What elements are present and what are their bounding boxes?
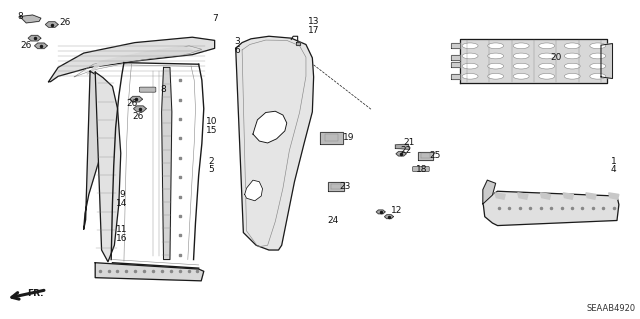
Polygon shape [418, 152, 433, 160]
Ellipse shape [564, 53, 580, 59]
Ellipse shape [564, 63, 580, 69]
Text: 9: 9 [119, 190, 125, 199]
Ellipse shape [488, 63, 504, 69]
Polygon shape [461, 39, 607, 83]
Text: 6: 6 [234, 46, 240, 56]
Ellipse shape [488, 43, 504, 49]
Ellipse shape [564, 73, 580, 79]
Polygon shape [451, 55, 461, 60]
Polygon shape [495, 193, 505, 199]
Text: 10: 10 [205, 117, 217, 126]
Text: 15: 15 [205, 126, 217, 135]
Text: 2: 2 [209, 157, 214, 166]
Ellipse shape [462, 43, 478, 49]
Polygon shape [84, 71, 108, 229]
Polygon shape [483, 180, 495, 204]
Text: 19: 19 [343, 133, 355, 142]
Text: 20: 20 [550, 53, 562, 62]
Polygon shape [35, 43, 47, 48]
Text: 14: 14 [116, 199, 128, 208]
Ellipse shape [513, 53, 529, 59]
Ellipse shape [462, 63, 478, 69]
Text: 11: 11 [116, 225, 128, 234]
Text: 3: 3 [234, 38, 240, 47]
Ellipse shape [539, 73, 555, 79]
Polygon shape [483, 191, 619, 226]
Ellipse shape [513, 63, 529, 69]
Polygon shape [253, 111, 287, 143]
Polygon shape [451, 74, 461, 79]
Ellipse shape [590, 63, 606, 69]
Polygon shape [320, 132, 343, 144]
Polygon shape [563, 193, 573, 199]
Text: 8: 8 [17, 12, 23, 21]
Ellipse shape [590, 73, 606, 79]
Text: 26: 26 [132, 112, 144, 121]
Text: 5: 5 [209, 166, 214, 174]
Polygon shape [586, 193, 596, 199]
Text: 26: 26 [59, 19, 70, 27]
Polygon shape [376, 210, 385, 214]
Text: 12: 12 [391, 206, 403, 215]
Text: FR.: FR. [28, 289, 44, 298]
Text: 26: 26 [126, 100, 138, 108]
Ellipse shape [539, 43, 555, 49]
Polygon shape [518, 193, 528, 199]
Ellipse shape [564, 43, 580, 49]
Polygon shape [20, 15, 41, 23]
FancyBboxPatch shape [413, 167, 429, 172]
Polygon shape [296, 42, 300, 45]
Text: 22: 22 [401, 146, 412, 155]
FancyBboxPatch shape [140, 87, 156, 92]
Polygon shape [609, 193, 619, 199]
Text: 4: 4 [611, 166, 616, 174]
Text: 8: 8 [161, 85, 166, 94]
Text: 25: 25 [429, 151, 440, 160]
Ellipse shape [488, 73, 504, 79]
Text: 21: 21 [404, 137, 415, 146]
Text: 16: 16 [116, 234, 128, 243]
Polygon shape [28, 35, 41, 41]
Text: 18: 18 [417, 165, 428, 174]
Text: 17: 17 [308, 26, 319, 35]
Ellipse shape [513, 43, 529, 49]
Polygon shape [49, 37, 214, 82]
Ellipse shape [488, 53, 504, 59]
Text: 1: 1 [611, 157, 616, 166]
Ellipse shape [539, 63, 555, 69]
Polygon shape [396, 144, 410, 149]
Polygon shape [396, 152, 406, 156]
Polygon shape [601, 44, 612, 78]
Polygon shape [134, 106, 147, 111]
Polygon shape [95, 72, 121, 262]
Polygon shape [95, 263, 204, 281]
Ellipse shape [462, 53, 478, 59]
Text: SEAAB4920: SEAAB4920 [587, 304, 636, 313]
Polygon shape [328, 182, 344, 191]
Ellipse shape [590, 53, 606, 59]
Polygon shape [87, 47, 192, 74]
Polygon shape [162, 67, 172, 260]
Polygon shape [45, 22, 58, 27]
Polygon shape [540, 193, 550, 199]
Polygon shape [236, 36, 314, 250]
Ellipse shape [539, 53, 555, 59]
Ellipse shape [590, 43, 606, 49]
Text: 13: 13 [308, 17, 319, 26]
Text: 26: 26 [20, 41, 32, 50]
Text: 23: 23 [340, 182, 351, 191]
Polygon shape [130, 96, 143, 102]
Ellipse shape [513, 73, 529, 79]
Polygon shape [451, 62, 461, 67]
Text: 7: 7 [212, 14, 218, 23]
Ellipse shape [462, 73, 478, 79]
Polygon shape [385, 215, 394, 219]
Polygon shape [244, 180, 262, 201]
Polygon shape [451, 43, 461, 48]
Text: 24: 24 [327, 216, 339, 225]
